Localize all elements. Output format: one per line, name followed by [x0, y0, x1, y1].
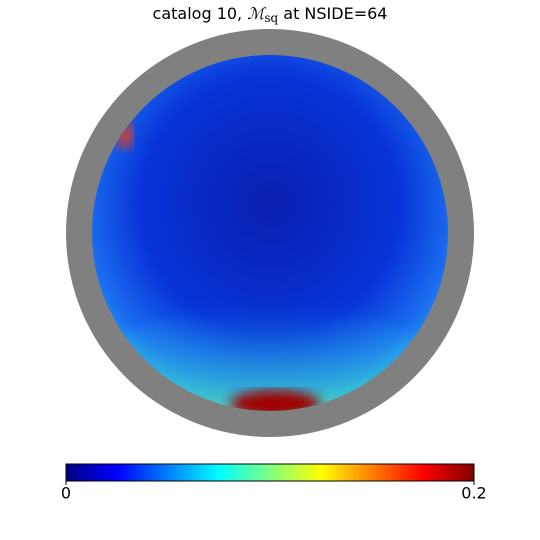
title: catalog 10, ℳsq at NSIDE=64: [153, 4, 388, 25]
title-text: at NSIDE=64: [278, 4, 387, 23]
colorbar-tick-label: 0: [61, 484, 71, 503]
title-text: catalog 10,: [153, 4, 248, 23]
colorbar-tick-label: 0.2: [461, 484, 486, 503]
map-hotspot: [230, 390, 320, 411]
title-symbol: ℳ: [247, 4, 267, 23]
map: [92, 55, 448, 411]
title-subscript: sq: [264, 11, 278, 25]
colorbar: [65, 463, 475, 482]
